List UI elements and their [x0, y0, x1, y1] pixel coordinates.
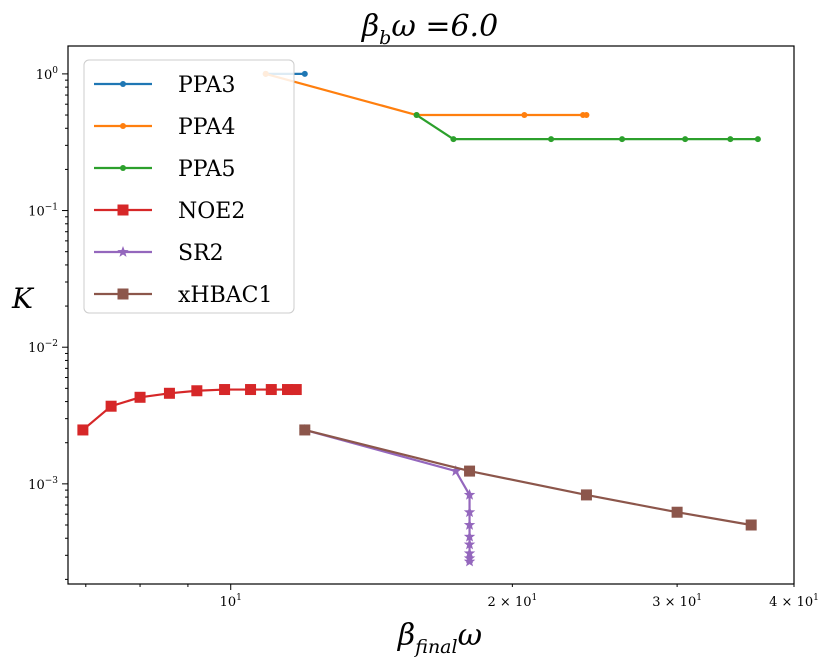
legend-label: PPA5	[178, 157, 235, 182]
data-point-noe2	[191, 385, 203, 397]
series-ppa5	[413, 112, 761, 143]
data-point-sr2	[463, 506, 476, 518]
legend-swatch-marker	[120, 165, 126, 171]
series-xhbac1	[299, 424, 757, 531]
y-tick-label: 10−3	[28, 476, 58, 493]
x-tick-label: 2 × 101	[488, 593, 538, 610]
legend-label: xHBAC1	[178, 283, 272, 308]
series-layer	[77, 70, 761, 567]
data-point-xhbac1	[464, 465, 476, 477]
series-noe2	[77, 384, 302, 436]
series-line-xhbac1	[304, 428, 752, 527]
data-point-ppa5	[682, 136, 689, 143]
y-axis-label: K	[11, 282, 35, 315]
series-line-ppa4	[265, 72, 587, 117]
data-point-noe2	[219, 384, 231, 396]
legend-label: NOE2	[178, 199, 245, 224]
data-point-noe2	[134, 391, 146, 403]
data-point-xhbac1	[580, 489, 592, 501]
data-point-sr2	[463, 555, 476, 567]
x-axis-label: βfinalω	[397, 618, 482, 658]
data-point-sr2	[450, 465, 462, 476]
data-point-xhbac1	[299, 424, 311, 436]
plot-frame	[67, 45, 795, 585]
data-point-sr2	[463, 530, 476, 542]
title-sub: b	[379, 27, 391, 49]
title-rest: ω =6.0	[391, 9, 498, 44]
data-point-ppa3	[301, 70, 308, 77]
data-point-noe2	[282, 384, 294, 396]
series-line-noe2	[82, 388, 297, 431]
legend-item-ppa3: PPA3	[94, 73, 235, 98]
legend-swatch-marker	[117, 246, 129, 257]
data-point-ppa4	[521, 112, 528, 119]
y-tick-label: 100	[36, 66, 59, 83]
x-axis-ticks: 101 2 × 101 3 × 101 4 × 101	[85, 584, 819, 610]
xlabel-rest: ω	[458, 618, 482, 653]
legend-item-ppa4: PPA4	[94, 115, 235, 140]
data-point-ppa5	[413, 112, 420, 119]
series-sr2	[299, 423, 476, 567]
data-point-noe2	[163, 387, 175, 399]
legend-item-ppa5: PPA5	[94, 157, 235, 182]
y-axis-ticks: 100 10−1 10−2 10−3	[28, 66, 68, 580]
chart-title: βbω =6.0	[361, 9, 498, 49]
data-point-ppa4	[583, 112, 590, 119]
legend-label: PPA4	[178, 115, 235, 140]
data-point-sr2	[463, 488, 476, 500]
title-beta: β	[361, 9, 379, 44]
data-point-ppa5	[450, 136, 457, 143]
data-point-ppa5	[727, 136, 734, 143]
data-point-ppa5	[754, 136, 761, 143]
xlabel-sub: final	[413, 636, 457, 658]
legend: PPA3 PPA4 PPA5 NOE2 SR2 xHBAC1	[83, 59, 295, 314]
y-tick-label: 10−2	[28, 339, 58, 356]
legend-swatch-marker	[120, 123, 126, 129]
data-point-ppa5	[548, 136, 555, 143]
y-tick-label: 10−1	[28, 203, 58, 220]
data-point-noe2	[105, 400, 117, 412]
data-point-xhbac1	[745, 519, 757, 531]
series-line-ppa5	[415, 114, 758, 141]
data-point-noe2	[290, 384, 302, 396]
data-point-noe2	[245, 384, 257, 396]
series-ppa4	[262, 70, 590, 119]
xlabel-beta: β	[397, 618, 415, 653]
legend-label: PPA3	[178, 73, 235, 98]
legend-swatch-marker	[120, 81, 126, 87]
data-point-xhbac1	[671, 506, 683, 518]
data-point-sr2	[463, 538, 476, 550]
x-tick-label: 101	[220, 593, 242, 610]
x-tick-label: 4 × 101	[769, 593, 819, 610]
legend-item-noe2: NOE2	[94, 199, 245, 224]
data-point-sr2	[463, 518, 476, 530]
legend-item-xhbac1: xHBAC1	[94, 283, 272, 308]
legend-swatch-marker	[117, 204, 129, 216]
data-point-ppa5	[619, 136, 626, 143]
legend-swatch-marker	[117, 288, 129, 300]
data-point-noe2	[77, 424, 89, 436]
legend-label: SR2	[178, 241, 224, 266]
data-point-noe2	[265, 384, 277, 396]
x-tick-label: 3 × 101	[652, 593, 702, 610]
legend-box	[83, 59, 295, 314]
legend-item-sr2: SR2	[94, 241, 224, 266]
